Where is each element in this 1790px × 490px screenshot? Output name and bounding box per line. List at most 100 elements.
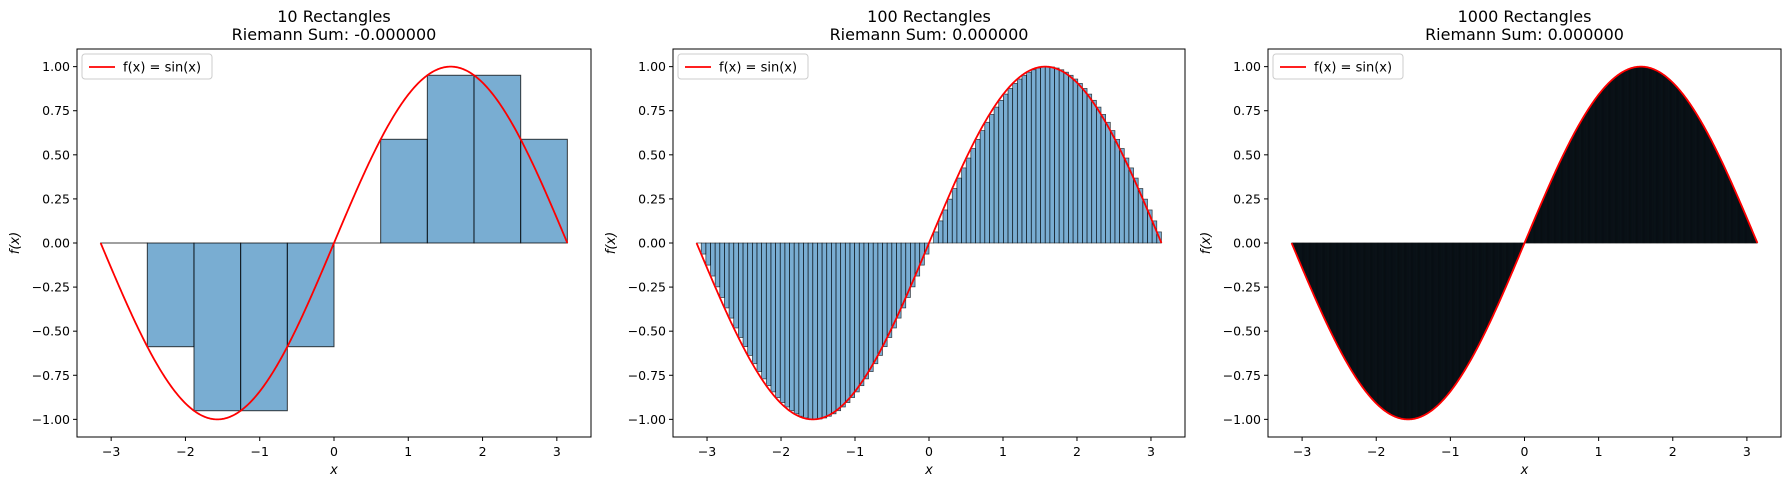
riemann-rectangle [886,242,893,338]
y-tick-label: 1.00 [42,59,70,74]
riemann-rectangle [975,138,981,244]
riemann-rectangle [724,242,730,309]
riemann-rectangle [831,242,837,415]
riemann-rectangle [775,242,781,398]
x-tick-label: −2 [772,444,790,459]
riemann-rectangle [872,242,879,365]
riemann-rectangle [742,242,749,348]
y-tick-label: 0.50 [42,147,70,162]
x-tick-label: −1 [846,444,864,459]
riemann-rectangle [984,121,990,244]
riemann-rectangle [1068,74,1074,244]
riemann-rectangle [728,242,735,319]
y-tick-label: 1.00 [1233,59,1261,74]
riemann-rectangle [426,74,475,244]
riemann-rectangle [1100,114,1107,244]
riemann-rectangle [146,242,195,348]
riemann-rectangle [868,242,874,372]
riemann-rectangle [840,242,846,408]
y-tick-label: −0.75 [628,368,666,383]
y-tick-label: −1.00 [32,412,70,427]
riemann-rectangle [738,242,744,338]
riemann-rectangle [803,242,809,419]
y-tick-label: 0.00 [42,236,70,251]
y-tick-label: 0.00 [638,236,666,251]
riemann-rectangle [1096,106,1102,244]
riemann-rectangle [473,74,522,244]
sine-curve [99,65,569,421]
chart-title-sum: Riemann Sum: -0.000000 [232,25,437,44]
riemann-rectangle [844,242,851,403]
riemann-rectangle [756,242,762,372]
x-tick-label: 3 [553,444,561,459]
x-axis-label: x [1520,463,1529,478]
y-tick-label: 0.75 [42,103,70,118]
y-tick-label: 0.50 [638,147,666,162]
riemann-rectangle [779,242,786,403]
riemann-rectangle [710,242,716,277]
riemann-rectangle [1021,74,1027,244]
y-tick-label: −0.50 [628,324,666,339]
y-tick-label: −0.50 [1223,324,1261,339]
legend-box [81,53,213,80]
riemann-rectangle [933,231,939,244]
legend: f(x) = sin(x) [81,53,213,80]
sine-curve [1290,65,1759,421]
riemann-rectangle [1035,67,1041,244]
riemann-rectangle [854,242,860,393]
riemann-rectangle [937,220,944,244]
riemann-rectangle [891,242,897,329]
riemann-rectangle [765,242,772,387]
x-tick-label: −2 [176,444,194,459]
riemann-rectangle [1040,66,1046,244]
y-tick-label: −0.25 [32,280,70,295]
riemann-rectangle [998,99,1004,244]
riemann-rectangle [858,242,865,387]
y-tick-label: 0.25 [638,191,666,206]
riemann-rectangle [1077,83,1083,244]
y-tick-label: −1.00 [1223,412,1261,427]
riemann-rectangle [1119,148,1125,244]
riemann-rectangle [1012,83,1018,244]
riemann-rectangle [965,157,972,244]
riemann-rectangle [951,188,958,244]
x-tick-label: 1 [999,444,1007,459]
riemann-rectangle [193,242,242,412]
sine-curve [695,65,1163,421]
subplot-100: −3 −2 −1 0 1 2 3 −1.00 −0.75 −0.50 −0.25 0.00 0.25 0.… [604,7,1186,478]
riemann-rectangle [826,242,832,417]
riemann-rectangle [812,242,818,420]
legend-box [677,53,809,80]
x-tick-label: 0 [330,444,338,459]
subplot-10: −3 −2 −1 0 1 2 3 −1.00 −0.75 −0.50 −0.25 0.00 0.25 0.… [8,7,592,478]
riemann-rectangle [1049,66,1055,244]
riemann-rectangle [970,148,976,244]
riemann-rectangle [1058,69,1065,244]
riemann-rectangle [956,177,962,244]
x-tick-label: −3 [698,444,716,459]
y-tick-label: −1.00 [628,412,666,427]
legend-label: f(x) = sin(x) [123,61,201,76]
riemann-rectangle [784,242,790,408]
riemann-rectangle [705,242,711,266]
riemann-rectangle [798,242,804,417]
y-tick-label: 0.75 [1233,103,1261,118]
y-axis-label: f(x) [1199,232,1214,254]
riemann-rectangles [100,74,568,412]
y-tick-label: 0.50 [1233,147,1261,162]
y-tick-label: −0.25 [628,280,666,295]
x-tick-label: −1 [251,444,269,459]
y-tick-label: −0.50 [32,324,70,339]
x-tick-label: −1 [1441,444,1459,459]
riemann-rectangle [817,242,823,420]
riemann-rectangles [696,66,1162,420]
legend: f(x) = sin(x) [1272,53,1404,80]
riemann-rectangle [719,242,725,298]
riemann-rectangle [1128,167,1134,244]
riemann-rectangle [877,242,883,356]
chart-title-count: 10 Rectangles [277,7,390,26]
riemann-rectangle [1026,71,1032,244]
x-tick-label: 2 [1073,444,1081,459]
riemann-rectangle [863,242,869,380]
